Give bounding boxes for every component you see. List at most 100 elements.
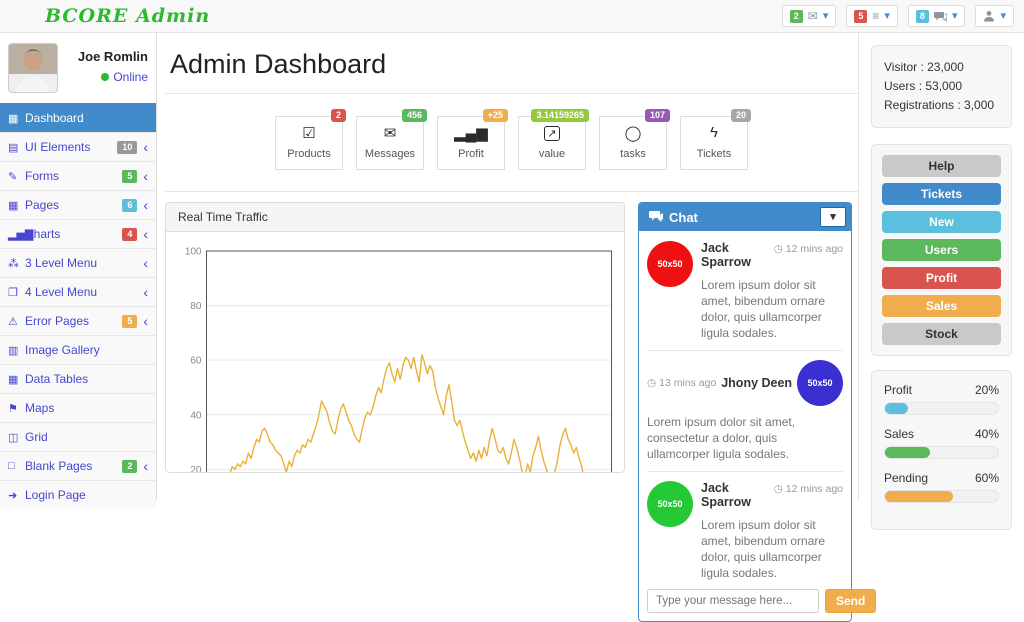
sidebar-item-label: Error Pages <box>25 314 90 328</box>
list-icon: ▤ <box>8 141 19 154</box>
help-button[interactable]: Help <box>882 155 1001 177</box>
sidebar-item-login-page[interactable]: ➜ Login Page <box>0 480 156 509</box>
chat-panel-header: Chat ▾ <box>639 203 851 231</box>
sitemap-icon: ⁂ <box>8 257 19 270</box>
right-sidebar: Visitor : 23,000 Users : 53,000 Registra… <box>858 33 1024 530</box>
chevron-left-icon: ‹ <box>143 458 148 474</box>
user-icon <box>983 10 995 22</box>
avatar: 50x50 <box>797 360 843 406</box>
avatar <box>8 43 58 93</box>
sidebar-item-pages[interactable]: ▦ Pages 6 ‹ <box>0 190 156 219</box>
chat-message: 50x50 Jack Sparrow ◷ 12 mins ago Lorem i… <box>647 481 843 581</box>
chat-icon <box>649 210 663 225</box>
chevron-left-icon: ‹ <box>143 284 148 300</box>
sign-in-icon: ➜ <box>8 489 18 502</box>
count-badge: 5 <box>122 314 138 328</box>
new-button[interactable]: New <box>882 211 1001 233</box>
user-dropdown[interactable]: ▾ <box>975 5 1014 27</box>
sidebar-item-data-tables[interactable]: ▦ Data Tables <box>0 364 156 393</box>
sidebar-menu: ▦ Dashboard ▤ UI Elements 10 ‹ ✎ Forms 5… <box>0 103 156 509</box>
sidebar-item-ui-elements[interactable]: ▤ UI Elements 10 ‹ <box>0 132 156 161</box>
sender-name: Jhony Deen <box>721 376 793 390</box>
sidebar-item-maps[interactable]: ⚑ Maps <box>0 393 156 422</box>
external-link-icon: ↗ <box>519 124 585 144</box>
clock-icon: ◷ <box>773 243 783 255</box>
pencil-icon: ✎ <box>8 170 18 183</box>
tile-products[interactable]: 2 ☑ Products <box>275 109 346 170</box>
messages-dropdown[interactable]: 2 ✉ ▾ <box>781 5 837 27</box>
tile-label: Products <box>287 148 331 160</box>
film-icon: ▥ <box>8 344 19 357</box>
sidebar-item-blank-pages[interactable]: □ Blank Pages 2 ‹ <box>0 451 156 480</box>
count-badge: 4 <box>122 227 138 241</box>
count-badge: 456 <box>401 109 427 122</box>
tile-label: value <box>538 148 566 160</box>
sidebar-item-4-level-menu[interactable]: ❐ 4 Level Menu ‹ <box>0 277 156 306</box>
sidebar-item-label: 3 Level Menu <box>25 256 98 270</box>
sender-name: Jack Sparrow <box>701 241 752 269</box>
send-button[interactable]: Send <box>825 589 877 613</box>
count-badge: 20 <box>730 109 751 122</box>
sidebar-item-image-gallery[interactable]: ▥ Image Gallery <box>0 335 156 364</box>
profit-button[interactable]: Profit <box>882 267 1001 289</box>
users-button[interactable]: Users <box>882 239 1001 261</box>
top-navbar: BCORE Admin 2 ✉ ▾ 5 ≡ ▾ 8 ▾ ▾ <box>0 0 1024 33</box>
progress-sales: Sales 40% <box>884 427 999 459</box>
sidebar-item-label: Pages <box>25 198 60 212</box>
tile-messages[interactable]: 456 ✉ Messages <box>356 109 427 170</box>
tile-label: Messages <box>364 148 416 160</box>
sidebar-item-charts[interactable]: ▂▅▇ Charts 4 ‹ <box>0 219 156 248</box>
divider <box>647 471 843 472</box>
map-marker-icon: ⚑ <box>8 402 18 415</box>
chat-messages: 50x50 Jack Sparrow ◷ 12 mins ago Lorem i… <box>639 231 851 581</box>
stats-card: Visitor : 23,000 Users : 53,000 Registra… <box>871 45 1012 128</box>
traffic-line-chart: 20 40 60 80 100 <box>185 247 612 472</box>
stat-value: : 23,000 <box>920 60 964 74</box>
count-badge: 3.14159265 <box>531 109 589 122</box>
tile-label: tasks <box>620 148 646 160</box>
square-icon: □ <box>8 460 15 472</box>
stock-button[interactable]: Stock <box>882 323 1001 345</box>
sidebar-item-label: Login Page <box>25 488 86 502</box>
brand-logo[interactable]: BCORE Admin <box>45 5 211 27</box>
user-profile: Joe Romlin Online <box>0 33 156 103</box>
tickets-button[interactable]: Tickets <box>882 183 1001 205</box>
progress-fill <box>885 447 931 458</box>
avatar-label: 50x50 <box>657 259 683 269</box>
chats-dropdown[interactable]: 8 ▾ <box>907 5 966 27</box>
chat-message: ◷ 13 mins ago Jhony Deen 50x50 Lorem ips… <box>647 360 843 462</box>
chat-collapse-button[interactable]: ▾ <box>820 207 846 227</box>
chat-message-input[interactable] <box>647 589 819 613</box>
warning-icon: ⚠ <box>8 315 18 328</box>
sender-name: Jack Sparrow <box>701 481 752 509</box>
sidebar-item-error-pages[interactable]: ⚠ Error Pages 5 ‹ <box>0 306 156 335</box>
sidebar-item-label: Grid <box>25 430 48 444</box>
sidebar-item-3-level-menu[interactable]: ⁂ 3 Level Menu ‹ <box>0 248 156 277</box>
tile-value[interactable]: 3.14159265 ↗ value <box>518 109 589 170</box>
count-badge: 2 <box>330 109 346 122</box>
alerts-dropdown[interactable]: 5 ≡ ▾ <box>846 5 898 27</box>
progress-card: Profit 20% Sales 40% Pending 60% <box>871 370 1012 530</box>
sidebar-item-dashboard[interactable]: ▦ Dashboard <box>0 103 156 132</box>
online-dot-icon <box>101 73 110 81</box>
tile-tasks[interactable]: 107 ◯ tasks <box>599 109 670 170</box>
count-badge: 107 <box>644 109 670 122</box>
sidebar-item-grid[interactable]: ◫ Grid <box>0 422 156 451</box>
tile-profit[interactable]: +25 ▂▄▆ Profit <box>437 109 508 170</box>
profile-name: Joe Romlin <box>77 49 148 64</box>
avatar-label: 50x50 <box>657 499 683 509</box>
chevron-left-icon: ‹ <box>143 197 148 213</box>
messages-count-badge: 2 <box>789 9 803 23</box>
sidebar-item-forms[interactable]: ✎ Forms 5 ‹ <box>0 161 156 190</box>
tile-tickets[interactable]: 20 ϟ Tickets <box>680 109 751 170</box>
traffic-panel: Real Time Traffic 20 40 60 80 100 <box>165 202 625 473</box>
message-text: Lorem ipsum dolor sit amet, bibendum orn… <box>701 518 826 580</box>
progress-track <box>884 446 999 459</box>
chevron-down-icon: ▾ <box>884 9 890 22</box>
bolt-icon: ϟ <box>710 124 718 141</box>
quick-buttons-card: Help Tickets New Users Profit Sales Stoc… <box>871 144 1012 356</box>
message-body: Jack Sparrow ◷ 12 mins ago Lorem ipsum d… <box>701 241 843 341</box>
stat-visitor: Visitor : 23,000 <box>884 58 999 77</box>
sales-button[interactable]: Sales <box>882 295 1001 317</box>
chats-count-badge: 8 <box>915 9 929 23</box>
